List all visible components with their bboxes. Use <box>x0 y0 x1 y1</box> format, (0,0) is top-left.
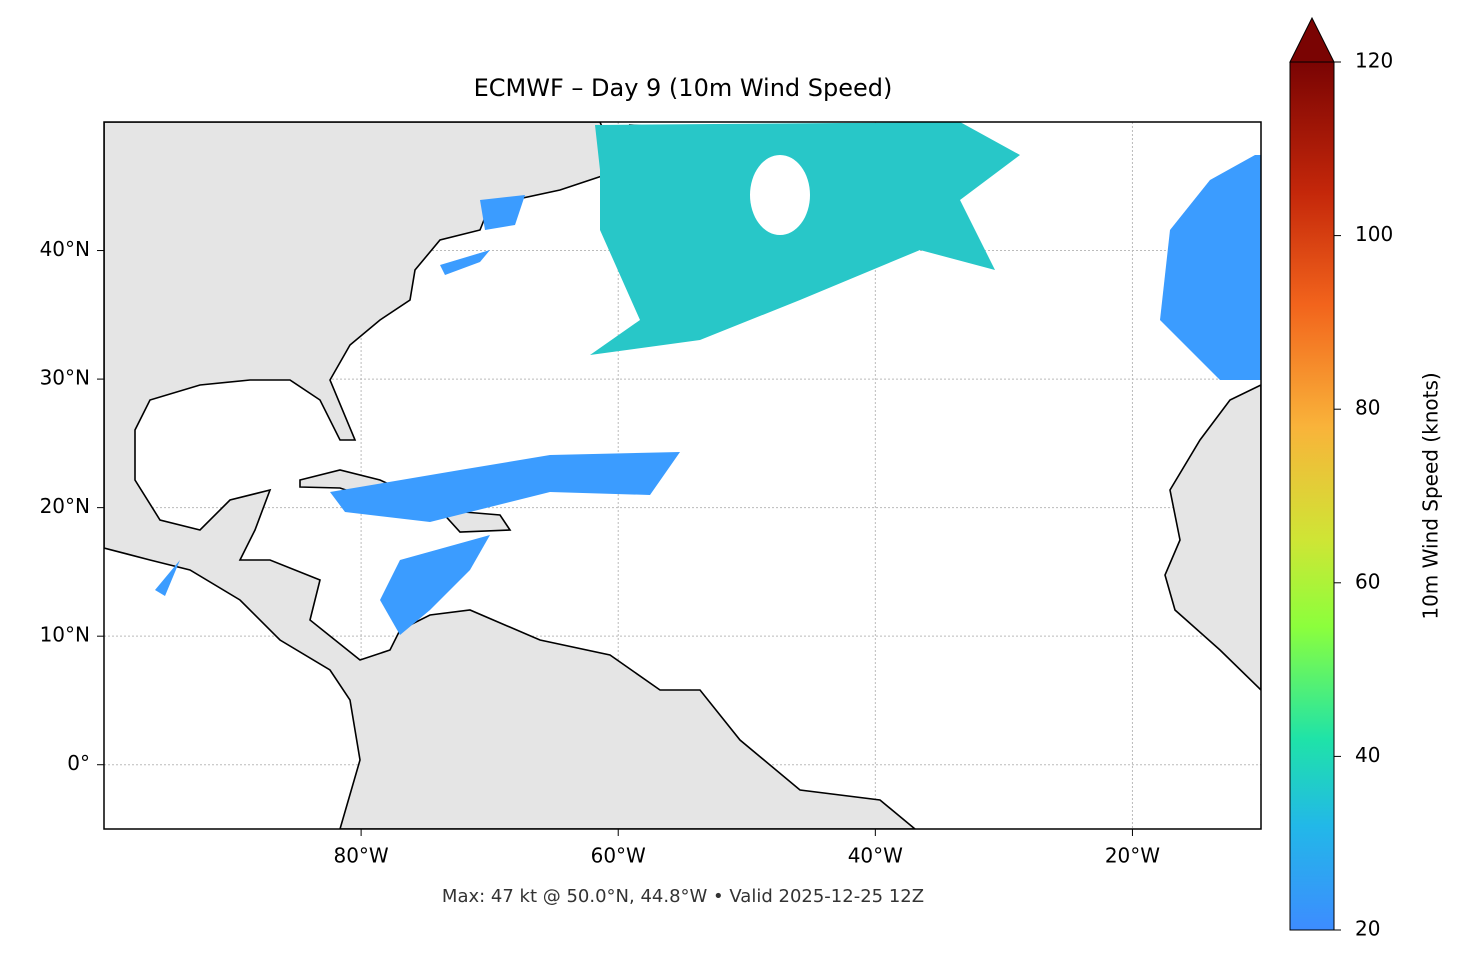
y-tick-label: 10°N <box>40 623 90 647</box>
axes-frame <box>103 121 1262 830</box>
colorbar-tick-label: 80 <box>1355 396 1380 420</box>
land-africa <box>1164 384 1261 692</box>
x-tick-label: 80°W <box>333 844 388 868</box>
colorbar-tick-label: 60 <box>1355 569 1380 593</box>
colorbar-frame <box>1289 61 1335 931</box>
chart-title: ECMWF – Day 9 (10m Wind Speed) <box>474 74 893 102</box>
colorbar-label: 10m Wind Speed (knots) <box>1419 372 1443 619</box>
colorbar-tick-label: 20 <box>1355 917 1380 941</box>
y-tick-label: 0° <box>67 751 90 775</box>
wind-field <box>590 122 1020 355</box>
x-tick-label: 60°W <box>591 844 646 868</box>
y-tick-label: 40°N <box>40 237 90 261</box>
wind-field <box>380 535 490 635</box>
land-hispaniola <box>438 509 512 533</box>
y-tick-label: 30°N <box>40 366 90 390</box>
y-tick-label: 20°N <box>40 494 90 518</box>
colorbar <box>1290 62 1334 930</box>
wind-field <box>330 452 680 522</box>
wind-gap <box>750 155 810 235</box>
colorbar-tick-label: 100 <box>1355 222 1393 246</box>
wind-field <box>440 250 490 275</box>
wind-field <box>1160 155 1261 380</box>
colorbar-tick-label: 120 <box>1355 49 1393 73</box>
colorbar-extend <box>1289 16 1335 63</box>
x-tick-label: 20°W <box>1105 844 1160 868</box>
wind-field <box>155 560 180 596</box>
footnote: Max: 47 kt @ 50.0°N, 44.8°W • Valid 2025… <box>442 886 924 907</box>
wind-field <box>480 195 525 230</box>
land-americas <box>104 122 917 829</box>
map-layer <box>104 122 1261 829</box>
colorbar-tick-label: 40 <box>1355 743 1380 767</box>
x-tick-label: 40°W <box>848 844 903 868</box>
